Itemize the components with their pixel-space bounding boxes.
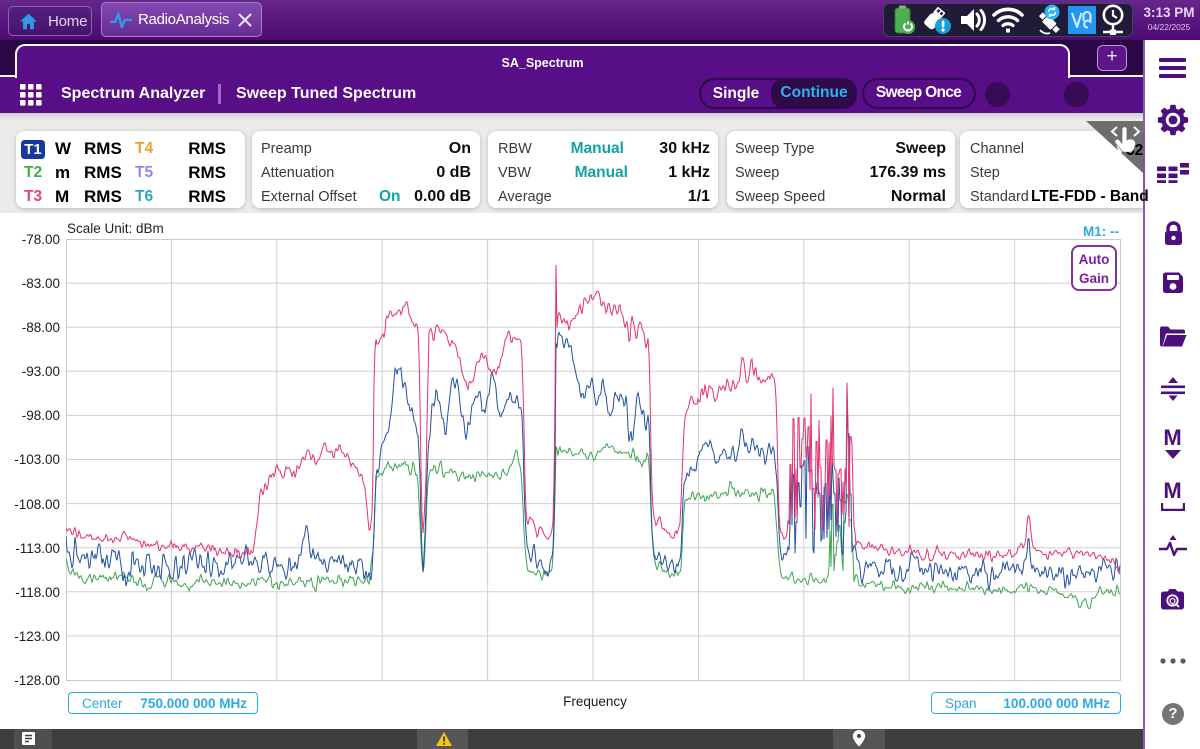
svg-text:Q: Q (1169, 596, 1176, 606)
